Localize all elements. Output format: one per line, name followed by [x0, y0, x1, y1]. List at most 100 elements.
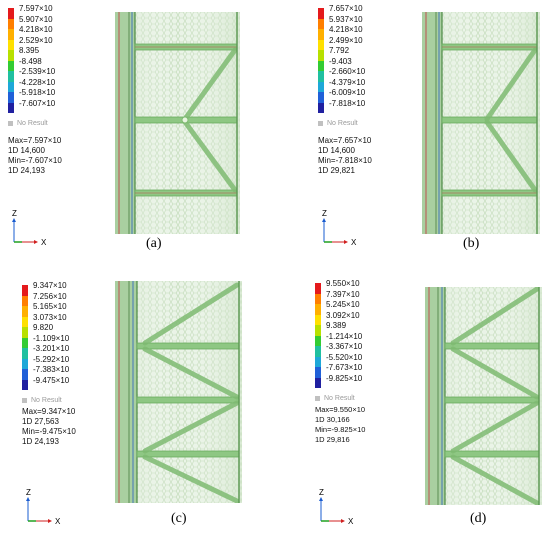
legend-tick: -7.673×10: [326, 363, 363, 372]
no-result-swatch: [22, 397, 27, 403]
legend-tick: 3.073×10: [33, 312, 67, 322]
legend-tick: -3.201×10: [33, 344, 70, 353]
stat-min: Min=-7.607×10: [8, 156, 62, 165]
panel-d: 9.550×10 7.397×10 5.245×10 3.092×10 9.38…: [275, 267, 550, 534]
legend-swatch: [22, 348, 28, 359]
stat-max-element: 1D 30,166: [315, 415, 350, 424]
legend-swatch: [315, 325, 321, 336]
legend-tick: -9.825×10: [326, 373, 363, 383]
no-result-label: No Result: [315, 395, 355, 402]
legend-tick: -5.918×10: [19, 88, 56, 97]
stat-min-element: 1D 29,816: [315, 435, 350, 444]
legend-swatch: [22, 306, 28, 317]
legend-swatch: [318, 60, 324, 71]
legend-swatch: [8, 29, 14, 40]
no-result-swatch: [8, 120, 13, 126]
stat-max: Max=9.347×10: [22, 407, 76, 416]
panel-b: 7.657×10 5.937×10 4.218×10 2.499×10 7.79…: [275, 0, 550, 267]
legend-swatch: [8, 71, 14, 82]
panel-caption: (d): [470, 511, 487, 526]
fe-model-view: [422, 12, 540, 234]
legend-swatch: [22, 379, 28, 390]
legend-swatch: [318, 8, 324, 19]
panel-caption: (c): [171, 511, 187, 526]
legend-tick: 9.347×10: [33, 281, 67, 290]
legend-tick: 5.165×10: [33, 302, 67, 311]
legend-tick: -8.498: [19, 56, 42, 66]
legend-swatch: [318, 71, 324, 82]
axis-x-label: X: [351, 238, 357, 246]
axis-z-label: Z: [322, 209, 327, 218]
legend-swatch: [8, 8, 14, 19]
legend-tick: 5.245×10: [326, 300, 360, 309]
legend-swatch: [315, 304, 321, 315]
legend-tick: 4.218×10: [329, 25, 363, 34]
legend-swatch: [8, 81, 14, 92]
legend-tick: 8.395: [19, 46, 40, 55]
legend-swatch: [318, 102, 324, 113]
stat-min: Min=-9.825×10: [315, 425, 366, 434]
legend-swatch: [318, 92, 324, 103]
legend-swatch: [8, 60, 14, 71]
legend-tick: -4.379×10: [329, 77, 366, 87]
legend-tick: 9.389: [326, 321, 347, 330]
legend-tick: -9.403: [329, 56, 352, 66]
stat-min: Min=-9.475×10: [22, 427, 76, 436]
axis-triad: Z X: [322, 209, 357, 246]
stat-max: Max=9.550×10: [315, 405, 366, 414]
legend-swatch: [22, 358, 28, 369]
legend-tick: -5.520×10: [326, 352, 363, 362]
legend-swatch: [318, 50, 324, 61]
legend-tick: -2.539×10: [19, 67, 56, 76]
legend-tick: 9.550×10: [326, 279, 360, 288]
legend-swatch: [22, 369, 28, 380]
legend-swatch: [315, 377, 321, 388]
axis-x-label: X: [55, 517, 61, 525]
legend-swatch: [318, 81, 324, 92]
result-stats: Max=9.347×10 1D 27,563 Min=-9.475×10 1D …: [22, 407, 76, 447]
result-stats: Max=7.597×10 1D 14,600 Min=-7.607×10 1D …: [8, 136, 62, 176]
axis-z-label: Z: [319, 488, 324, 497]
stat-max-element: 1D 27,563: [22, 417, 59, 426]
legend-swatch: [315, 283, 321, 294]
legend-swatch: [8, 39, 14, 50]
no-result-label: No Result: [22, 397, 62, 404]
legend-tick: 5.937×10: [329, 14, 363, 24]
stat-min-element: 1D 29,821: [318, 166, 355, 175]
legend-tick: -9.475×10: [33, 375, 70, 385]
legend-swatch: [318, 29, 324, 40]
panel-caption: (b): [463, 236, 480, 251]
legend-tick: 2.499×10: [329, 35, 363, 45]
legend-tick: -2.660×10: [329, 67, 366, 76]
legend-tick: 7.597×10: [19, 4, 53, 13]
axis-z-label: Z: [12, 209, 17, 218]
axis-triad: Z X: [319, 488, 354, 525]
stat-min: Min=-7.818×10: [318, 156, 372, 165]
legend-tick: 9.820: [33, 323, 54, 332]
legend-swatch: [315, 335, 321, 346]
stat-min-element: 1D 24,193: [22, 437, 59, 446]
legend-tick: 7.256×10: [33, 291, 67, 301]
axis-z-label: Z: [26, 488, 31, 497]
legend-swatch: [22, 337, 28, 348]
legend-tick: -7.818×10: [329, 98, 366, 108]
panel-caption: (a): [146, 236, 162, 251]
panel-a: 7.597×10 5.907×10 4.218×10 2.529×10 8.39…: [0, 0, 275, 267]
legend-swatch: [318, 39, 324, 50]
stat-max: Max=7.657×10: [318, 136, 372, 145]
stat-max: Max=7.597×10: [8, 136, 62, 145]
no-result-label: No Result: [318, 120, 358, 127]
legend-swatch: [315, 356, 321, 367]
stat-max-element: 1D 14,600: [318, 146, 355, 155]
legend-swatch: [22, 285, 28, 296]
legend-swatch: [22, 295, 28, 306]
legend-tick: 3.092×10: [326, 310, 360, 320]
legend-tick: -3.367×10: [326, 342, 363, 351]
no-result-swatch: [315, 395, 320, 401]
legend-swatch: [8, 102, 14, 113]
legend-tick: 5.907×10: [19, 14, 53, 24]
no-result-label: No Result: [8, 120, 48, 127]
legend-swatch: [318, 18, 324, 29]
stat-max-element: 1D 14,600: [8, 146, 45, 155]
legend-swatch: [315, 314, 321, 325]
